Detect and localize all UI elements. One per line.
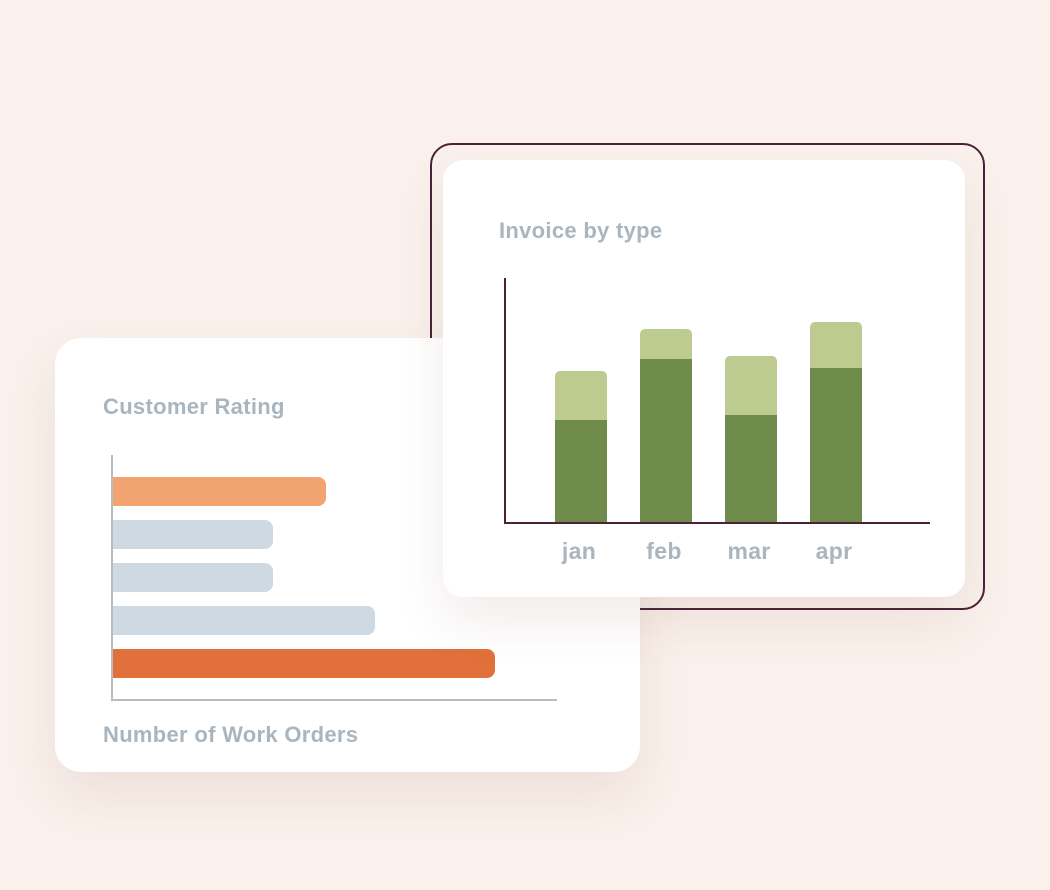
- rating-bar: [113, 649, 495, 678]
- rating-bar: [113, 520, 273, 549]
- invoice-x-axis-labels: jan feb mar apr: [504, 538, 930, 565]
- bar-segment-bottom: [555, 419, 607, 522]
- bar-segment-top: [555, 370, 607, 420]
- bar-segment-top: [640, 329, 692, 359]
- x-axis-label: apr: [815, 538, 853, 564]
- bar-segment-bottom: [810, 368, 862, 522]
- invoice-stacked-bar: [725, 278, 777, 522]
- rating-bar: [113, 563, 273, 592]
- invoice-chart-plot: [504, 278, 930, 524]
- invoice-stacked-bar: [640, 278, 692, 522]
- bar-segment-bottom: [725, 414, 777, 522]
- rating-bar: [113, 606, 375, 635]
- bar-segment-bottom: [640, 358, 692, 522]
- x-axis-label: mar: [727, 538, 771, 564]
- invoice-stacked-bar: [810, 278, 862, 522]
- invoice-by-type-card: Invoice by type jan feb mar apr: [443, 160, 965, 597]
- x-axis-label: feb: [646, 538, 682, 564]
- x-axis-label: jan: [561, 538, 597, 564]
- invoice-stacked-bar: [555, 278, 607, 522]
- bar-segment-top: [810, 321, 862, 369]
- bar-segment-top: [725, 356, 777, 415]
- customer-rating-plot: [111, 455, 557, 701]
- invoice-by-type-title: Invoice by type: [499, 218, 663, 243]
- customer-rating-title: Customer Rating: [103, 394, 285, 419]
- rating-bar: [113, 477, 327, 506]
- customer-rating-x-axis-title: Number of Work Orders: [103, 722, 359, 747]
